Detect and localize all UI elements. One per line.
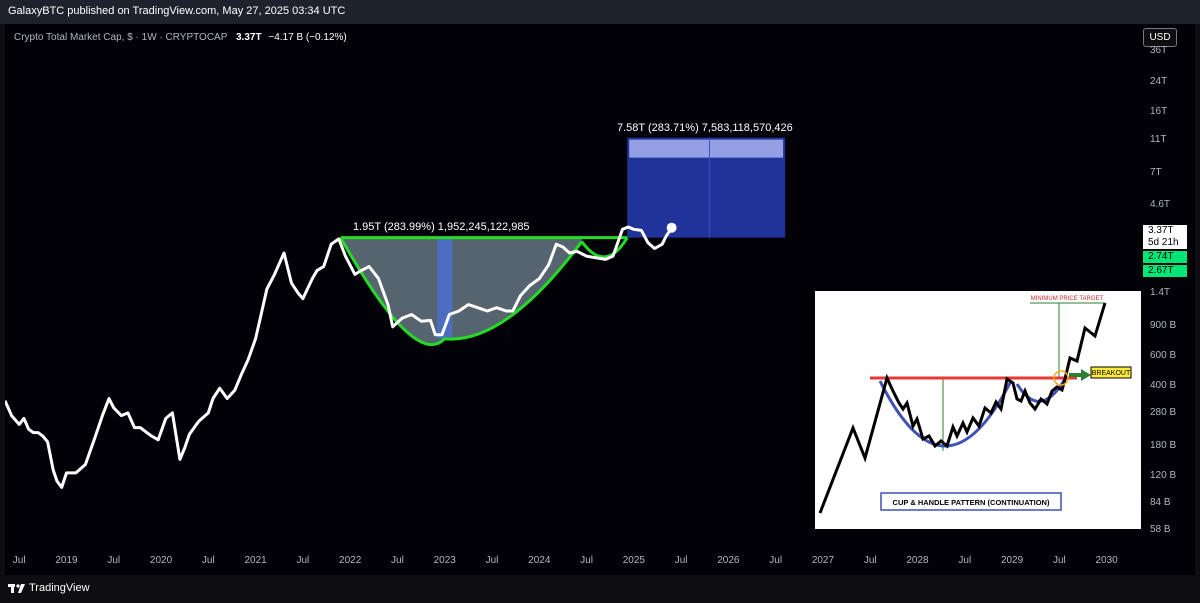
tradingview-icon [8,584,25,593]
x-tick-label: Jul [12,555,26,566]
legend-change: −4.17 B (−0.12%) [268,32,347,43]
caption-box [880,492,1062,511]
x-tick-label: Jul [863,555,877,566]
x-tick-label: Jul [296,555,310,566]
cup-measure-label: 1.95T (283.99%) 1,952,245,122,985 [353,221,530,233]
x-tick-label: 2025 [622,555,645,566]
x-tick-label: Jul [674,555,688,566]
price-chart[interactable] [5,24,1195,575]
x-tick-label: Jul [958,555,972,566]
level-a-label: 2.74T [1148,251,1174,262]
y-tick-label: 4.6T [1150,198,1171,210]
x-tick-label: 2024 [528,555,551,566]
target-measure-label: 7.58T (283.71%) 7,583,118,570,426 [617,122,793,134]
y-tick-label: 36T [1150,45,1168,57]
footer-bar: TradingView [0,575,1200,603]
level-b-box: 2.67T [1143,265,1187,277]
x-tick-label: 2022 [339,555,362,566]
x-tick-label: Jul [1052,555,1066,566]
x-tick-label: 2028 [906,555,929,566]
y-tick-label: 400 B [1150,380,1177,392]
level-a-box: 2.74T [1143,251,1187,263]
breakout-text: BREAKOUT [1092,370,1131,377]
breakout-arrow-icon [1069,369,1091,381]
y-tick-label: 900 B [1150,319,1177,331]
y-tick-label: 7T [1150,167,1162,179]
chart-panel[interactable]: Crypto Total Market Cap, $ · 1W · CRYPTO… [5,24,1195,575]
x-tick-label: 2019 [55,555,78,566]
y-tick-label: 24T [1150,75,1168,87]
x-tick-label: 2020 [149,555,173,566]
y-tick-label: 1.4T [1150,287,1171,299]
x-tick-label: Jul [580,555,593,566]
cup-outline [339,236,584,347]
x-tick-label: 2030 [1095,555,1118,566]
x-tick-label: Jul [201,555,215,566]
illustration-drawing: BREAKOUT MINIMUM PRICE TARGET CUP & HAND… [818,296,1132,514]
breakout-tag [1090,366,1132,379]
y-tick-label: 58 B [1150,524,1171,536]
symbol-name[interactable]: Crypto Total Market Cap, $ · 1W · CRYPTO… [14,32,228,43]
handle-outline [580,236,629,259]
x-tick-label: Jul [769,555,783,566]
breakout-circle [1053,370,1069,386]
x-tick-label: 2027 [811,555,835,566]
legend-last-price: 3.37T [236,32,262,43]
target-box-highlight [629,139,784,158]
publish-bar: GalaxyBTC published on TradingView.com, … [0,0,1200,24]
price-line [5,225,673,489]
target-text: MINIMUM PRICE TARGET [1031,296,1104,302]
publish-text: GalaxyBTC published on TradingView.com, … [8,5,346,17]
cup-handle-illustration: BREAKOUT MINIMUM PRICE TARGET CUP & HAND… [815,291,1141,529]
illustration-price-line [818,302,1107,514]
currency-button[interactable]: USD [1143,28,1177,47]
cup-fill [340,237,582,345]
y-tick-label: 280 B [1150,406,1177,418]
x-tick-label: 2023 [433,555,456,566]
y-tick-label: 16T [1150,105,1168,117]
x-tick-label: Jul [107,555,121,566]
y-tick-label: 600 B [1150,350,1177,362]
x-tick-label: 2029 [1000,555,1024,566]
y-tick-label: 84 B [1150,496,1171,508]
last-price-label: 3.37T [1148,225,1174,236]
x-tick-label: Jul [391,555,404,566]
level-b-label: 2.67T [1148,265,1174,276]
last-price-box: 3.37T 5d 21h [1143,225,1187,249]
y-tick-label: 180 B [1150,439,1177,451]
tradingview-logo[interactable]: TradingView [8,582,90,594]
last-price-dot [666,222,677,233]
symbol-legend: Crypto Total Market Cap, $ · 1W · CRYPTO… [14,32,347,43]
countdown-label: 5d 21h [1148,237,1179,248]
brand-name: TradingView [29,582,90,594]
x-tick-label: 2021 [244,555,267,566]
y-tick-label: 11T [1150,133,1167,145]
x-tick-label: Jul [485,555,499,566]
y-tick-label: 120 B [1150,469,1177,481]
caption-text: CUP & HANDLE PATTERN (CONTINUATION) [893,498,1050,507]
x-tick-label: 2026 [717,555,740,566]
